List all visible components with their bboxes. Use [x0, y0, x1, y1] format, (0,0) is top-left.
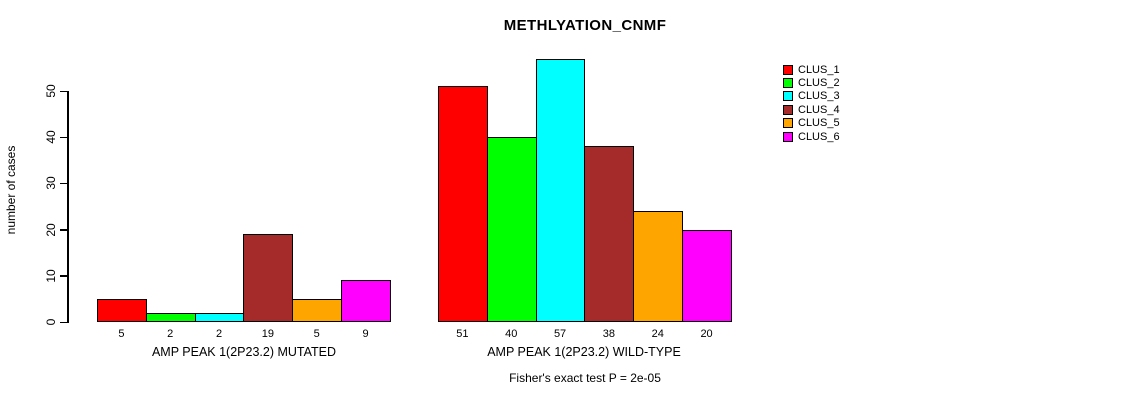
- bar-value-label: 5: [313, 328, 320, 340]
- bar: [486, 137, 537, 322]
- y-tick-mark: [60, 321, 67, 323]
- x-group-label-wildtype: AMP PEAK 1(2P23.2) WILD-TYPE: [487, 345, 681, 359]
- y-tick-mark: [60, 275, 67, 277]
- bar-value-label: 40: [505, 328, 518, 340]
- x-group-label-mutated: AMP PEAK 1(2P23.2) MUTATED: [151, 345, 337, 359]
- legend-item: CLUS_1: [783, 63, 840, 76]
- bar: [438, 86, 488, 322]
- bar-value-label: 24: [651, 328, 664, 340]
- bar: [535, 58, 586, 322]
- bar: [292, 298, 343, 322]
- bar: [145, 312, 196, 322]
- legend-label: CLUS_3: [798, 90, 840, 103]
- bar-value-label: 20: [700, 328, 713, 340]
- y-tick-mark: [60, 136, 67, 139]
- legend-label: CLUS_5: [798, 117, 840, 130]
- y-tick-label: 50: [44, 84, 58, 98]
- bar-value-label: 38: [602, 328, 616, 340]
- bar-value-label: 57: [553, 328, 567, 340]
- legend-item: CLUS_3: [783, 90, 840, 103]
- bar-value-label: 2: [216, 328, 223, 340]
- y-tick-mark: [60, 229, 67, 231]
- bar-value-label: 5: [118, 328, 125, 340]
- legend-color-swatch: [783, 78, 793, 89]
- legend-color-swatch: [783, 131, 793, 142]
- bar: [633, 211, 684, 322]
- chart-title: METHLYATION_CNMF: [503, 17, 667, 34]
- bar-value-label: 51: [456, 328, 469, 340]
- bar: [97, 298, 147, 322]
- legend-item: CLUS_5: [783, 117, 840, 130]
- legend-label: CLUS_4: [798, 103, 840, 116]
- bar-value-label: 9: [362, 328, 369, 340]
- legend-color-swatch: [783, 64, 793, 75]
- legend: CLUS_1 CLUS_2 CLUS_3 CLUS_4 CLUS_5 CLUS_6: [783, 63, 840, 143]
- legend-label: CLUS_6: [798, 130, 840, 143]
- legend-item: CLUS_4: [783, 103, 840, 116]
- bar: [194, 312, 245, 322]
- y-tick-label: 0: [44, 318, 58, 326]
- y-axis-label: number of cases: [4, 145, 18, 235]
- legend-color-swatch: [783, 91, 793, 102]
- y-axis-line: [67, 91, 69, 323]
- y-tick-mark: [60, 90, 67, 92]
- y-tick-label: 20: [44, 222, 58, 237]
- y-tick-label: 10: [44, 269, 58, 283]
- legend-color-swatch: [783, 104, 793, 115]
- legend-item: CLUS_6: [783, 130, 840, 143]
- bar-value-label: 19: [261, 328, 275, 340]
- y-tick-mark: [60, 182, 67, 185]
- bar-value-label: 2: [167, 328, 174, 340]
- bar: [243, 234, 294, 322]
- legend-label: CLUS_2: [798, 77, 840, 90]
- fisher-test-caption: Fisher's exact test P = 2e-05: [509, 371, 661, 385]
- legend-item: CLUS_2: [783, 76, 840, 89]
- y-tick-label: 40: [44, 130, 58, 144]
- y-tick-label: 30: [44, 176, 58, 191]
- bar: [341, 280, 391, 322]
- legend-label: CLUS_1: [798, 63, 840, 76]
- bar: [682, 229, 732, 322]
- legend-color-swatch: [783, 118, 793, 129]
- bar: [584, 146, 635, 322]
